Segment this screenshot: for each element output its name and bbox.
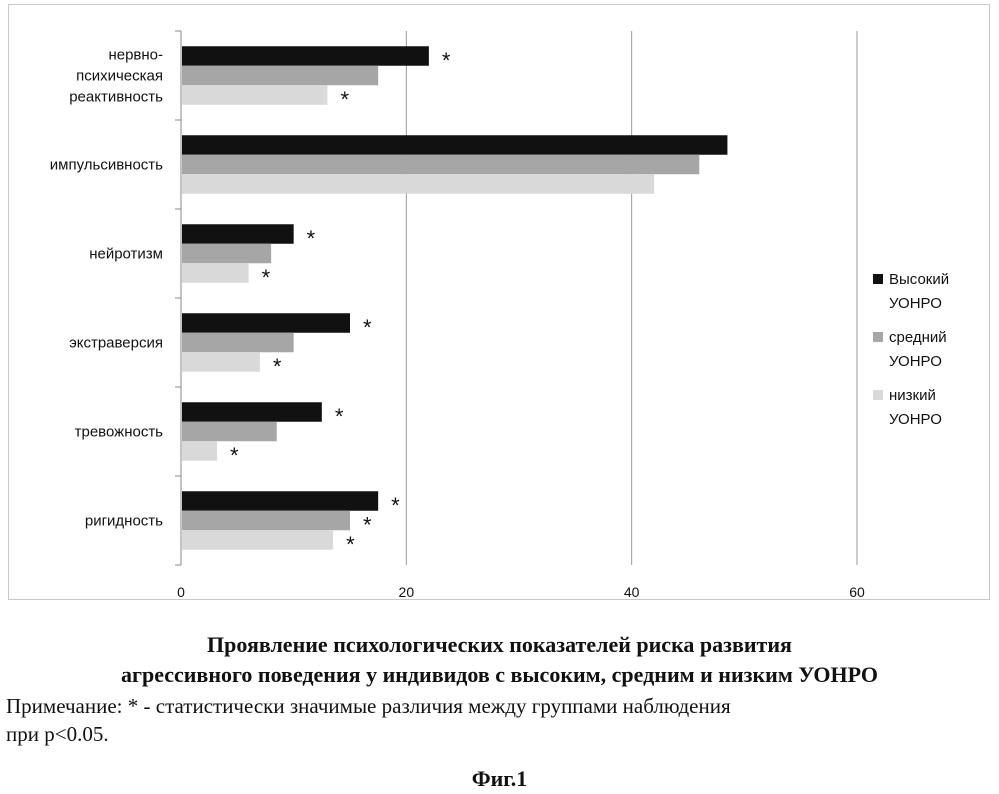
category-label: импульсивность	[50, 157, 163, 174]
legend-label: низкий	[889, 387, 936, 404]
bar	[182, 511, 350, 531]
significance-star: *	[340, 87, 349, 112]
x-tick-label: 0	[177, 584, 185, 600]
significance-star: *	[391, 493, 400, 518]
bar	[182, 333, 294, 353]
legend-label: средний	[889, 329, 947, 346]
significance-star: *	[230, 443, 239, 468]
bar	[182, 244, 271, 264]
significance-star: *	[363, 513, 372, 538]
bar	[182, 313, 350, 333]
x-tick-label: 40	[624, 584, 640, 600]
category-label: реактивность	[69, 89, 163, 106]
category-label: ригидность	[85, 513, 163, 530]
bar	[182, 85, 327, 105]
significance-star: *	[273, 354, 282, 379]
bar	[182, 46, 429, 66]
bar	[182, 263, 249, 283]
bar-chart: 0 20 40 60 * * нервно-психическая реактивность и…	[9, 5, 991, 601]
bar	[182, 155, 699, 175]
bar	[182, 66, 378, 86]
legend-swatch	[873, 274, 883, 284]
legend-swatch	[873, 390, 883, 400]
figure-title-line-2: агрессивного поведения у индивидов с выс…	[0, 662, 999, 688]
legend-label: Высокий	[889, 271, 949, 288]
category-label: экстраверсия	[69, 335, 163, 352]
significance-star: *	[307, 226, 316, 251]
significance-star: *	[346, 532, 355, 557]
category-label: нервно-	[108, 47, 163, 64]
category-label: тревожность	[75, 424, 164, 441]
figure-note-line-2: при р<0.05.	[6, 722, 109, 747]
legend-label: УОНРО	[889, 353, 942, 370]
bar	[182, 491, 378, 511]
figure-title-line-1: Проявление психологических показателей р…	[0, 632, 999, 658]
bar	[182, 135, 727, 155]
legend-label: УОНРО	[889, 411, 942, 428]
significance-star: *	[262, 265, 271, 290]
significance-star: *	[335, 404, 344, 429]
figure-note-line-1: Примечание: * - статистически значимые р…	[6, 694, 731, 719]
legend-swatch	[873, 332, 883, 342]
bar	[182, 422, 277, 442]
category-label: нейротизм	[89, 246, 163, 263]
bar	[182, 530, 333, 550]
legend-label: УОНРО	[889, 295, 942, 312]
significance-star: *	[363, 315, 372, 340]
bar	[182, 352, 260, 372]
bar	[182, 224, 294, 244]
x-tick-label: 60	[849, 584, 865, 600]
chart-frame: 0 20 40 60 * * нервно-психическая реактивность и…	[8, 4, 990, 600]
x-tick-label: 20	[399, 584, 415, 600]
significance-star: *	[442, 48, 451, 73]
figure-label: Фиг.1	[0, 766, 999, 792]
bar	[182, 174, 654, 194]
bar	[182, 402, 322, 422]
category-label: психическая	[76, 68, 163, 85]
bar	[182, 441, 217, 461]
